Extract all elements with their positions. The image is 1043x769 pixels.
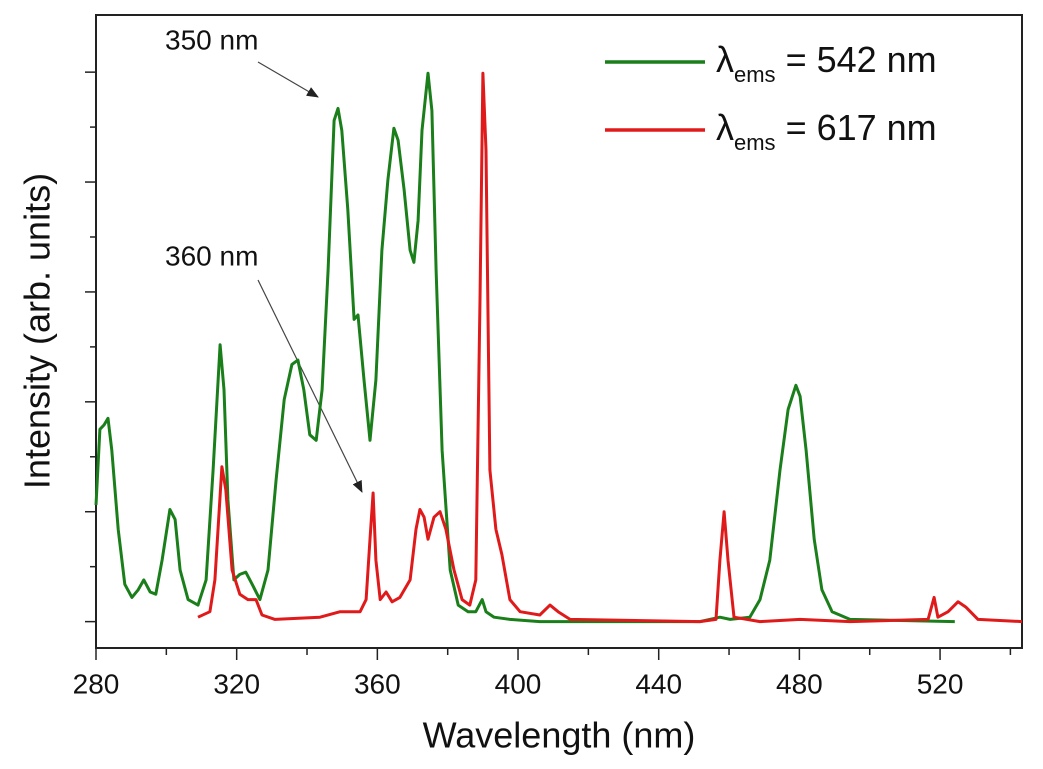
- annotation-arrow: [257, 279, 363, 493]
- plot-frame: [95, 14, 1023, 649]
- annotation: 360 nm: [165, 240, 258, 271]
- y-axis-label: Intensity (arb. units): [17, 173, 58, 489]
- x-tick-label: 440: [635, 668, 682, 699]
- x-tick-label: 480: [776, 668, 823, 699]
- x-tick-label: 400: [495, 668, 542, 699]
- annotation: 350 nm: [165, 24, 258, 55]
- legend-label: λems = 617 nm: [716, 107, 937, 155]
- x-tick-label: 520: [917, 668, 964, 699]
- series-line: [94, 71, 955, 624]
- annotation-arrow: [257, 61, 319, 98]
- x-tick-label: 280: [73, 668, 120, 699]
- x-tick-label: 360: [354, 668, 401, 699]
- x-axis-label: Wavelength (nm): [423, 715, 696, 756]
- x-tick-label: 320: [213, 668, 260, 699]
- series-line: [197, 71, 1023, 624]
- legend-label: λems = 542 nm: [716, 39, 937, 87]
